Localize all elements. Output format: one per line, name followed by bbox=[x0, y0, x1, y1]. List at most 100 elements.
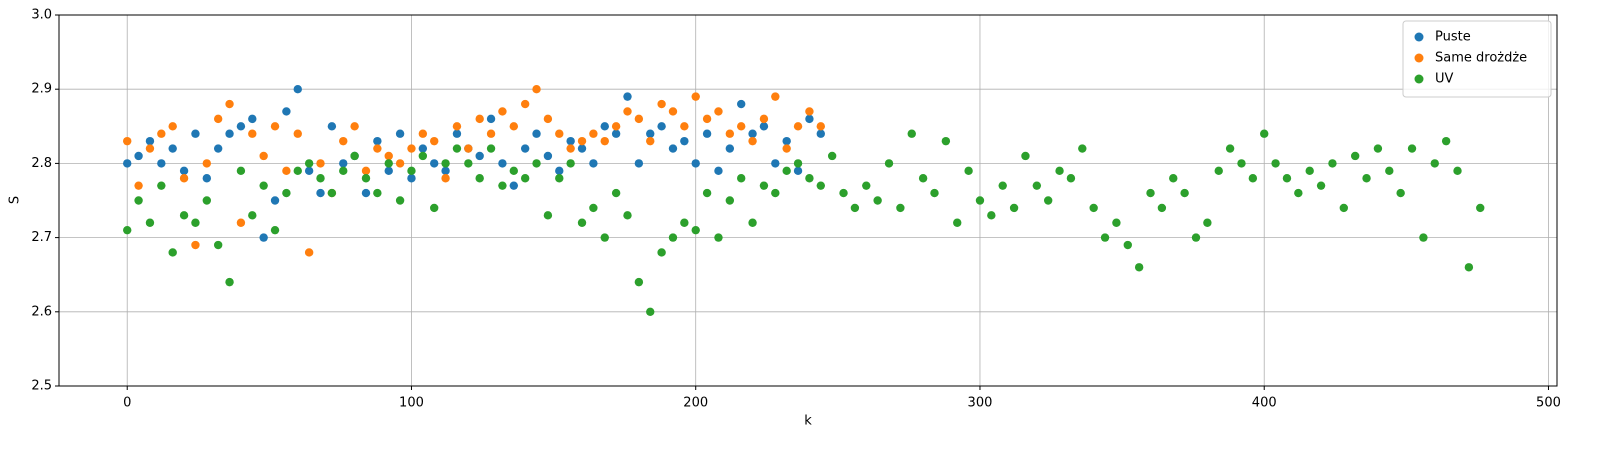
point bbox=[759, 181, 769, 190]
point bbox=[509, 181, 519, 190]
point bbox=[1282, 174, 1292, 183]
point bbox=[384, 151, 393, 161]
point bbox=[907, 129, 916, 138]
legend-marker bbox=[1414, 32, 1424, 42]
point bbox=[157, 159, 166, 168]
point bbox=[123, 159, 132, 168]
x-axis-label: k bbox=[804, 414, 812, 429]
point bbox=[702, 129, 712, 138]
y-tick-label: 3.0 bbox=[31, 8, 52, 23]
point bbox=[930, 188, 939, 198]
x-tick-label: 0 bbox=[123, 396, 131, 411]
point bbox=[793, 159, 803, 168]
point bbox=[816, 181, 825, 190]
point bbox=[555, 129, 564, 138]
point bbox=[759, 114, 769, 124]
point bbox=[134, 151, 143, 161]
point bbox=[1294, 188, 1303, 198]
point bbox=[213, 240, 223, 250]
point bbox=[611, 122, 621, 131]
point bbox=[202, 174, 212, 183]
point bbox=[623, 107, 632, 116]
point bbox=[452, 122, 462, 131]
point bbox=[532, 159, 541, 168]
y-tick-label: 2.8 bbox=[31, 156, 52, 171]
legend-label: Puste bbox=[1435, 30, 1471, 45]
point bbox=[543, 151, 553, 161]
point bbox=[1032, 181, 1042, 190]
point bbox=[179, 166, 189, 176]
point bbox=[293, 85, 302, 94]
legend-label: Same drożdże bbox=[1435, 51, 1527, 66]
point bbox=[680, 122, 689, 131]
point bbox=[782, 166, 791, 176]
point bbox=[1169, 174, 1178, 183]
point bbox=[304, 159, 314, 168]
point bbox=[134, 196, 143, 205]
point bbox=[680, 136, 689, 146]
point bbox=[737, 174, 746, 183]
point bbox=[634, 159, 644, 168]
point bbox=[714, 166, 723, 176]
point bbox=[714, 107, 723, 116]
point bbox=[1328, 159, 1337, 168]
point bbox=[611, 129, 621, 138]
point bbox=[259, 233, 268, 242]
point bbox=[725, 144, 735, 153]
plot-frame bbox=[58, 14, 1558, 387]
point bbox=[1180, 188, 1189, 198]
point bbox=[430, 159, 439, 168]
point bbox=[737, 99, 746, 109]
point bbox=[407, 174, 416, 183]
point bbox=[293, 129, 302, 138]
point bbox=[589, 203, 598, 213]
point bbox=[316, 174, 325, 183]
point bbox=[793, 166, 803, 176]
point bbox=[395, 159, 405, 168]
point bbox=[793, 122, 803, 131]
point bbox=[623, 92, 632, 101]
point bbox=[430, 203, 439, 213]
point bbox=[236, 122, 246, 131]
point bbox=[350, 151, 359, 161]
point bbox=[1260, 129, 1269, 138]
point bbox=[259, 181, 268, 190]
point bbox=[634, 277, 644, 287]
point bbox=[691, 159, 700, 168]
point bbox=[1112, 218, 1121, 227]
point bbox=[1123, 240, 1132, 250]
point bbox=[213, 114, 223, 124]
point bbox=[1419, 233, 1428, 242]
x-tick-label: 400 bbox=[1252, 396, 1277, 411]
point bbox=[555, 174, 564, 183]
point bbox=[509, 166, 519, 176]
point bbox=[168, 144, 177, 153]
point bbox=[213, 144, 223, 153]
point bbox=[1385, 166, 1394, 176]
point bbox=[748, 218, 757, 227]
point bbox=[543, 211, 553, 220]
point bbox=[987, 211, 996, 220]
point bbox=[1146, 188, 1155, 198]
point bbox=[270, 122, 280, 131]
point bbox=[805, 107, 814, 116]
point bbox=[623, 211, 632, 220]
point bbox=[327, 122, 337, 131]
point bbox=[725, 196, 735, 205]
point bbox=[646, 129, 655, 138]
point bbox=[168, 248, 177, 257]
point bbox=[646, 136, 655, 146]
point bbox=[668, 107, 678, 116]
point bbox=[384, 166, 393, 176]
point bbox=[373, 144, 382, 153]
point bbox=[737, 122, 746, 131]
x-tick-label: 300 bbox=[968, 396, 993, 411]
point bbox=[668, 233, 678, 242]
point bbox=[1191, 233, 1201, 242]
point bbox=[589, 159, 598, 168]
point bbox=[771, 159, 780, 168]
point bbox=[748, 129, 757, 138]
point bbox=[1453, 166, 1462, 176]
point bbox=[1055, 166, 1064, 176]
